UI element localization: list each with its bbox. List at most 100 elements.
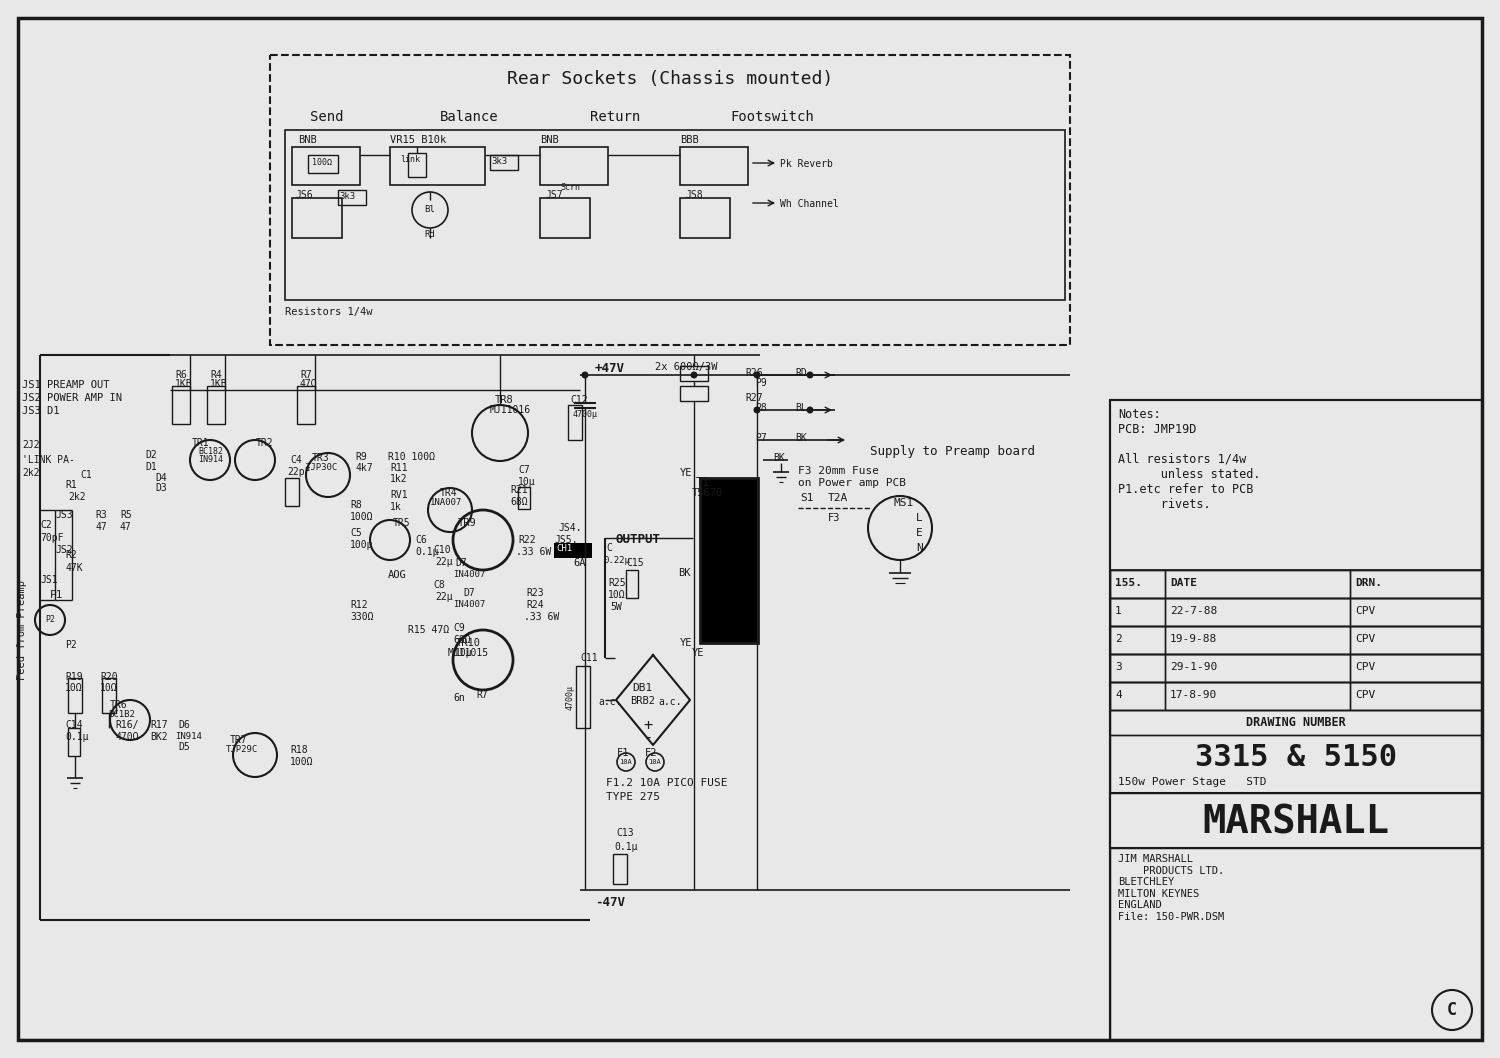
Text: 19-9-88: 19-9-88 [1170, 634, 1218, 644]
Text: RV1: RV1 [390, 490, 408, 500]
Text: 10Ω: 10Ω [100, 683, 117, 693]
Text: 100Ω: 100Ω [290, 758, 314, 767]
Text: P1: P1 [50, 590, 63, 600]
Text: 'LINK PA-: 'LINK PA- [22, 455, 75, 466]
Text: 1k: 1k [390, 501, 402, 512]
Text: Pk Reverb: Pk Reverb [780, 159, 832, 169]
Text: 10A: 10A [620, 759, 633, 765]
Bar [270, 55, 1070, 345]
Text: BL: BL [795, 403, 807, 413]
Text: R1: R1 [64, 480, 76, 490]
Text: 47Ω: 47Ω [300, 379, 318, 389]
Bar [1110, 654, 1166, 682]
Text: TR8: TR8 [495, 395, 513, 405]
Text: IN914: IN914 [198, 455, 223, 464]
Bar [390, 147, 484, 185]
Text: R4: R4 [210, 370, 222, 380]
Text: 2: 2 [1114, 634, 1122, 644]
Text: +47V: +47V [596, 362, 626, 375]
Text: D2: D2 [146, 450, 156, 460]
Text: R8: R8 [350, 500, 361, 510]
Text: E: E [916, 528, 922, 539]
Text: 68Ω: 68Ω [453, 635, 471, 645]
Bar [576, 665, 590, 728]
Text: R17: R17 [150, 720, 168, 730]
Text: Supply to Preamp board: Supply to Preamp board [870, 445, 1035, 458]
Bar [1350, 626, 1482, 654]
Text: DRN.: DRN. [1354, 578, 1382, 588]
Bar [1110, 570, 1482, 598]
Bar [1110, 570, 1166, 598]
Text: 3315 & 5150: 3315 & 5150 [1196, 743, 1396, 772]
Text: R9: R9 [356, 452, 366, 462]
Bar [102, 678, 116, 713]
Bar [1110, 626, 1166, 654]
Text: Footswitch: Footswitch [730, 110, 813, 124]
Circle shape [753, 406, 760, 414]
Text: D3: D3 [154, 484, 166, 493]
Text: 0.1μ: 0.1μ [614, 842, 638, 852]
Text: S1: S1 [800, 493, 813, 503]
Text: C9: C9 [453, 623, 465, 633]
Text: 3: 3 [1114, 662, 1122, 672]
Text: BK: BK [772, 453, 784, 463]
Text: 2J2: 2J2 [22, 440, 39, 450]
Text: CPV: CPV [1354, 662, 1376, 672]
Text: P8: P8 [754, 403, 766, 413]
Text: R25: R25 [608, 578, 625, 588]
Text: BBB: BBB [680, 135, 699, 145]
Text: VR15 B10k: VR15 B10k [390, 135, 447, 145]
Text: 1: 1 [1114, 606, 1122, 616]
Text: 22pF: 22pF [286, 467, 310, 477]
Text: C6: C6 [416, 535, 426, 545]
Text: Return: Return [590, 110, 640, 124]
Text: 100Ω: 100Ω [350, 512, 374, 522]
Text: 10A: 10A [648, 759, 662, 765]
Text: R2: R2 [64, 550, 76, 560]
Text: D7: D7 [464, 588, 474, 598]
Text: 10Ω: 10Ω [608, 590, 625, 600]
Text: RD: RD [795, 368, 807, 378]
Text: JS1 PREAMP OUT: JS1 PREAMP OUT [22, 380, 110, 390]
Text: C7: C7 [518, 466, 530, 475]
Bar [1166, 598, 1350, 626]
Text: Wh Channel: Wh Channel [780, 199, 838, 209]
Text: R22: R22 [518, 535, 536, 545]
Text: P2: P2 [45, 616, 56, 624]
Text: DRAWING NUMBER: DRAWING NUMBER [1246, 716, 1346, 729]
Text: IN914: IN914 [176, 732, 202, 741]
Text: link: link [400, 156, 420, 164]
Bar [1110, 682, 1482, 710]
Text: 6A: 6A [573, 558, 585, 568]
Bar [172, 386, 190, 424]
Text: C13: C13 [616, 828, 633, 838]
Text: 47: 47 [94, 522, 106, 532]
Text: a.c.: a.c. [598, 697, 621, 707]
Text: R7: R7 [476, 690, 488, 700]
Text: R23: R23 [526, 588, 543, 598]
Text: JS6: JS6 [296, 190, 312, 200]
Text: AOG: AOG [388, 570, 406, 580]
Bar [68, 678, 82, 713]
Bar [1110, 598, 1166, 626]
Text: 3k3: 3k3 [490, 157, 507, 166]
Bar [338, 190, 366, 205]
Text: R16/: R16/ [116, 720, 138, 730]
Bar [1350, 654, 1482, 682]
Text: .33 6W: .33 6W [516, 547, 552, 557]
Text: 70pF: 70pF [40, 533, 63, 543]
Text: 22μ: 22μ [435, 557, 453, 567]
Text: TR10: TR10 [456, 638, 482, 647]
Text: JS2 POWER AMP IN: JS2 POWER AMP IN [22, 393, 122, 403]
Bar [1110, 626, 1482, 654]
Text: OUTPUT: OUTPUT [615, 533, 660, 546]
Text: DB1: DB1 [632, 683, 652, 693]
Text: 100μ: 100μ [350, 540, 374, 550]
Text: T2A: T2A [828, 493, 849, 503]
Bar [1110, 710, 1482, 735]
Bar [1110, 400, 1482, 1040]
Text: C: C [1448, 1001, 1456, 1019]
Bar [568, 405, 582, 440]
Text: 4700μ: 4700μ [566, 685, 574, 710]
Text: TR7: TR7 [230, 735, 248, 745]
